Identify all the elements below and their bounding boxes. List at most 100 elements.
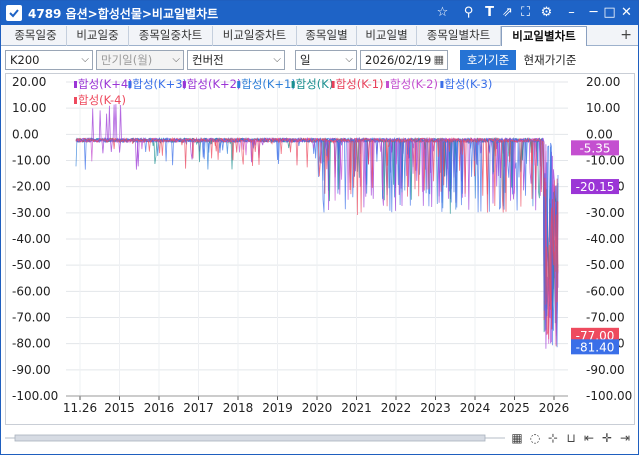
y-tick-label-left: -50.00 bbox=[12, 258, 51, 272]
tab-stock-daily[interactable]: 종목일별 bbox=[297, 26, 357, 46]
y-tick-label-right: -60.00 bbox=[586, 284, 625, 298]
crosshair-icon[interactable]: ⊹ bbox=[547, 431, 559, 445]
y-tick-label-left: 20.00 bbox=[12, 75, 46, 89]
y-tick-label-right: -90.00 bbox=[586, 363, 625, 377]
scroll-right-icon[interactable]: ⇥ bbox=[619, 431, 631, 445]
controls-bar: K200 ⌵ 만기일(월) ⌵ 컨버전 ⌵ 일 ⌵ 2026/02/19 ▦ 호가기준 현… bbox=[1, 48, 638, 72]
expiry-select[interactable]: 만기일(월) ⌵ bbox=[96, 50, 184, 70]
minimize-icon[interactable]: – bbox=[568, 5, 575, 20]
x-tick-label: 2017 bbox=[183, 401, 214, 415]
close-icon[interactable]: ✕ bbox=[621, 5, 632, 20]
link-off-icon[interactable]: ⚲ bbox=[463, 5, 474, 20]
y-tick-label-right: 10.00 bbox=[586, 101, 620, 115]
last-value-label: -81.40 bbox=[576, 340, 615, 354]
last-value-badge bbox=[571, 140, 619, 156]
x-tick-label: 2023 bbox=[420, 401, 451, 415]
y-tick-label-left: -70.00 bbox=[12, 311, 51, 325]
y-tick-label-right: -10.00 bbox=[586, 154, 625, 168]
zoom-icon[interactable]: ✛ bbox=[601, 431, 613, 445]
y-tick-label-left: -80.00 bbox=[12, 337, 51, 351]
legend-item: 합성(K-2) bbox=[390, 77, 438, 91]
fullscreen-icon[interactable]: ⛶ bbox=[520, 5, 531, 20]
legend-item: 합성(K-1) bbox=[336, 77, 384, 91]
price-basis-button[interactable]: 현재가기준 bbox=[523, 53, 577, 67]
symbol-value: K200 bbox=[10, 53, 40, 67]
maximize-icon[interactable]: □ bbox=[603, 5, 616, 20]
legend-swatch bbox=[182, 81, 186, 88]
share-icon[interactable]: ⇗ bbox=[502, 5, 513, 20]
tab-stock-intraday-chart[interactable]: 종목일중차트 bbox=[129, 26, 213, 46]
series-line bbox=[75, 136, 559, 340]
legend-swatch bbox=[74, 81, 77, 88]
title-bar: 4789 옵션>합성선물>비교일별차트 ☆ ⚲ T ⇗ ⛶ ⚙ – ─ □ ✕ bbox=[1, 1, 638, 25]
y-tick-label-right: -30.00 bbox=[586, 206, 625, 220]
legend-swatch bbox=[74, 97, 77, 104]
last-value-label: -5.35 bbox=[579, 141, 610, 155]
tab-compare-daily-chart[interactable]: 비교일별차트 bbox=[501, 26, 587, 46]
settings-icon[interactable]: ⚙ bbox=[540, 5, 553, 20]
y-tick-label-left: -10.00 bbox=[12, 154, 51, 168]
scroll-left-icon[interactable]: ⇤ bbox=[583, 431, 595, 445]
y-tick-label-left: 0.00 bbox=[12, 127, 39, 141]
legend-swatch bbox=[237, 81, 241, 88]
y-tick-label-left: -20.00 bbox=[12, 180, 51, 194]
y-tick-label-left: -60.00 bbox=[12, 284, 51, 298]
quote-basis-button[interactable]: 호가기준 bbox=[460, 50, 516, 70]
y-tick-label-right: 20.00 bbox=[586, 75, 620, 89]
add-tab-icon[interactable]: + bbox=[620, 27, 632, 43]
x-tick-label: 2022 bbox=[381, 401, 412, 415]
chart-area[interactable]: 20.00 20.00 10.00 10.00 0.00 0.00 -10.00 -10.00… bbox=[5, 73, 635, 425]
tab-bar: 종목일중 비교일중 종목일중차트 비교일중차트 종목일별 비교일별 종목일별차트… bbox=[1, 25, 638, 46]
date-field[interactable]: 2026/02/19 ▦ bbox=[360, 50, 448, 70]
x-tick-label: 2018 bbox=[223, 401, 254, 415]
horizontal-scrollbar[interactable] bbox=[5, 432, 505, 444]
y-tick-label-left: -40.00 bbox=[12, 232, 51, 246]
legend-item: 합성(K+1) bbox=[241, 77, 296, 91]
x-tick-label: 2020 bbox=[302, 401, 333, 415]
magnet-icon[interactable]: ⊔ bbox=[566, 431, 576, 445]
tab-compare-intraday[interactable]: 비교일중 bbox=[67, 26, 129, 46]
legend-item: 합성(K+4) bbox=[78, 77, 133, 91]
tab-compare-intraday-chart[interactable]: 비교일중차트 bbox=[213, 26, 297, 46]
legend-swatch bbox=[386, 81, 389, 88]
period-select[interactable]: 일 ⌵ bbox=[295, 50, 357, 70]
comment-icon[interactable]: ◌ bbox=[529, 431, 541, 445]
last-value-label: -77.00 bbox=[576, 329, 615, 343]
type-select[interactable]: 컨버전 ⌵ bbox=[187, 50, 285, 70]
text-icon[interactable]: T bbox=[485, 5, 494, 20]
chevron-down-icon: ⌵ bbox=[81, 54, 89, 65]
legend-item: 합성(K-3) bbox=[444, 77, 492, 91]
y-tick-label-left: -90.00 bbox=[12, 363, 51, 377]
y-tick-label-right: -100.00 bbox=[586, 389, 632, 403]
legend-swatch bbox=[128, 81, 132, 88]
checkbox-icon[interactable] bbox=[6, 5, 22, 21]
x-tick-label: 2015 bbox=[104, 401, 135, 415]
x-tick-label: 2019 bbox=[262, 401, 293, 415]
type-value: 컨버전 bbox=[192, 53, 224, 67]
star-icon[interactable]: ☆ bbox=[436, 5, 449, 20]
last-value-badge bbox=[571, 339, 619, 355]
y-tick-label-right: -50.00 bbox=[586, 258, 625, 272]
tab-compare-daily[interactable]: 비교일별 bbox=[357, 26, 417, 46]
y-tick-label-right: -70.00 bbox=[586, 311, 625, 325]
tab-stock-daily-chart[interactable]: 종목일별차트 bbox=[417, 26, 501, 46]
symbol-select[interactable]: K200 ⌵ bbox=[5, 50, 93, 70]
restore-icon[interactable]: ─ bbox=[589, 5, 598, 20]
y-tick-label-left: 10.00 bbox=[12, 101, 46, 115]
bottom-toolbar: ▦ ◌ ⊹ ⊔ ⇤ ✛ ⇥ bbox=[5, 428, 635, 448]
x-tick-label: 2026 bbox=[539, 401, 570, 415]
y-tick-label-left: -100.00 bbox=[12, 389, 58, 403]
period-value: 일 bbox=[300, 53, 311, 67]
y-tick-label-left: -30.00 bbox=[12, 206, 51, 220]
chevron-down-icon: ⌵ bbox=[345, 54, 353, 65]
calendar-icon: ▦ bbox=[433, 53, 444, 66]
tab-stock-intraday[interactable]: 종목일중 bbox=[5, 26, 67, 46]
y-tick-label-right: -40.00 bbox=[586, 232, 625, 246]
chart-svg: 20.00 20.00 10.00 10.00 0.00 0.00 -10.00 -10.00… bbox=[12, 75, 632, 415]
legend-swatch bbox=[291, 81, 295, 88]
grid-icon[interactable]: ▦ bbox=[511, 431, 523, 445]
x-tick-label: 2025 bbox=[499, 401, 530, 415]
y-tick-label-right: 0.00 bbox=[586, 127, 613, 141]
legend-item: 합성(K+3) bbox=[132, 77, 187, 91]
